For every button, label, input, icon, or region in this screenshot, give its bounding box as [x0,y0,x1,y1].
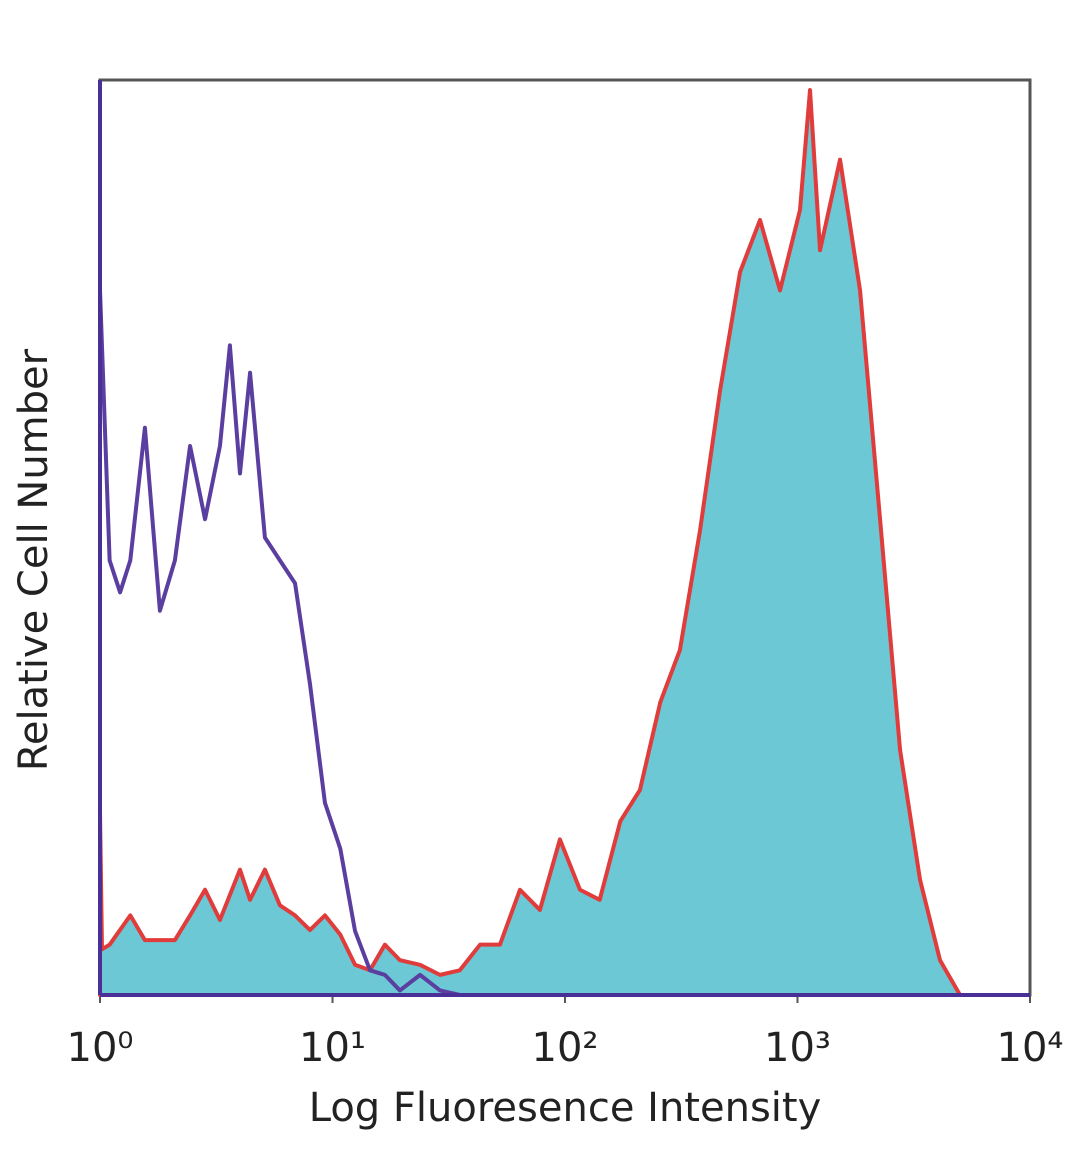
x-tick-label: 10³ [764,1025,831,1071]
x-axis-label: Log Fluoresence Intensity [309,1085,822,1131]
x-tick-label: 10¹ [299,1025,366,1071]
x-tick-label: 10⁴ [997,1025,1064,1071]
y-axis-label: Relative Cell Number [11,348,57,771]
x-tick-label: 10² [532,1025,599,1071]
filled-histogram [98,88,963,997]
histogram-line [98,290,1030,997]
x-tick-label: 10⁰ [67,1025,134,1071]
